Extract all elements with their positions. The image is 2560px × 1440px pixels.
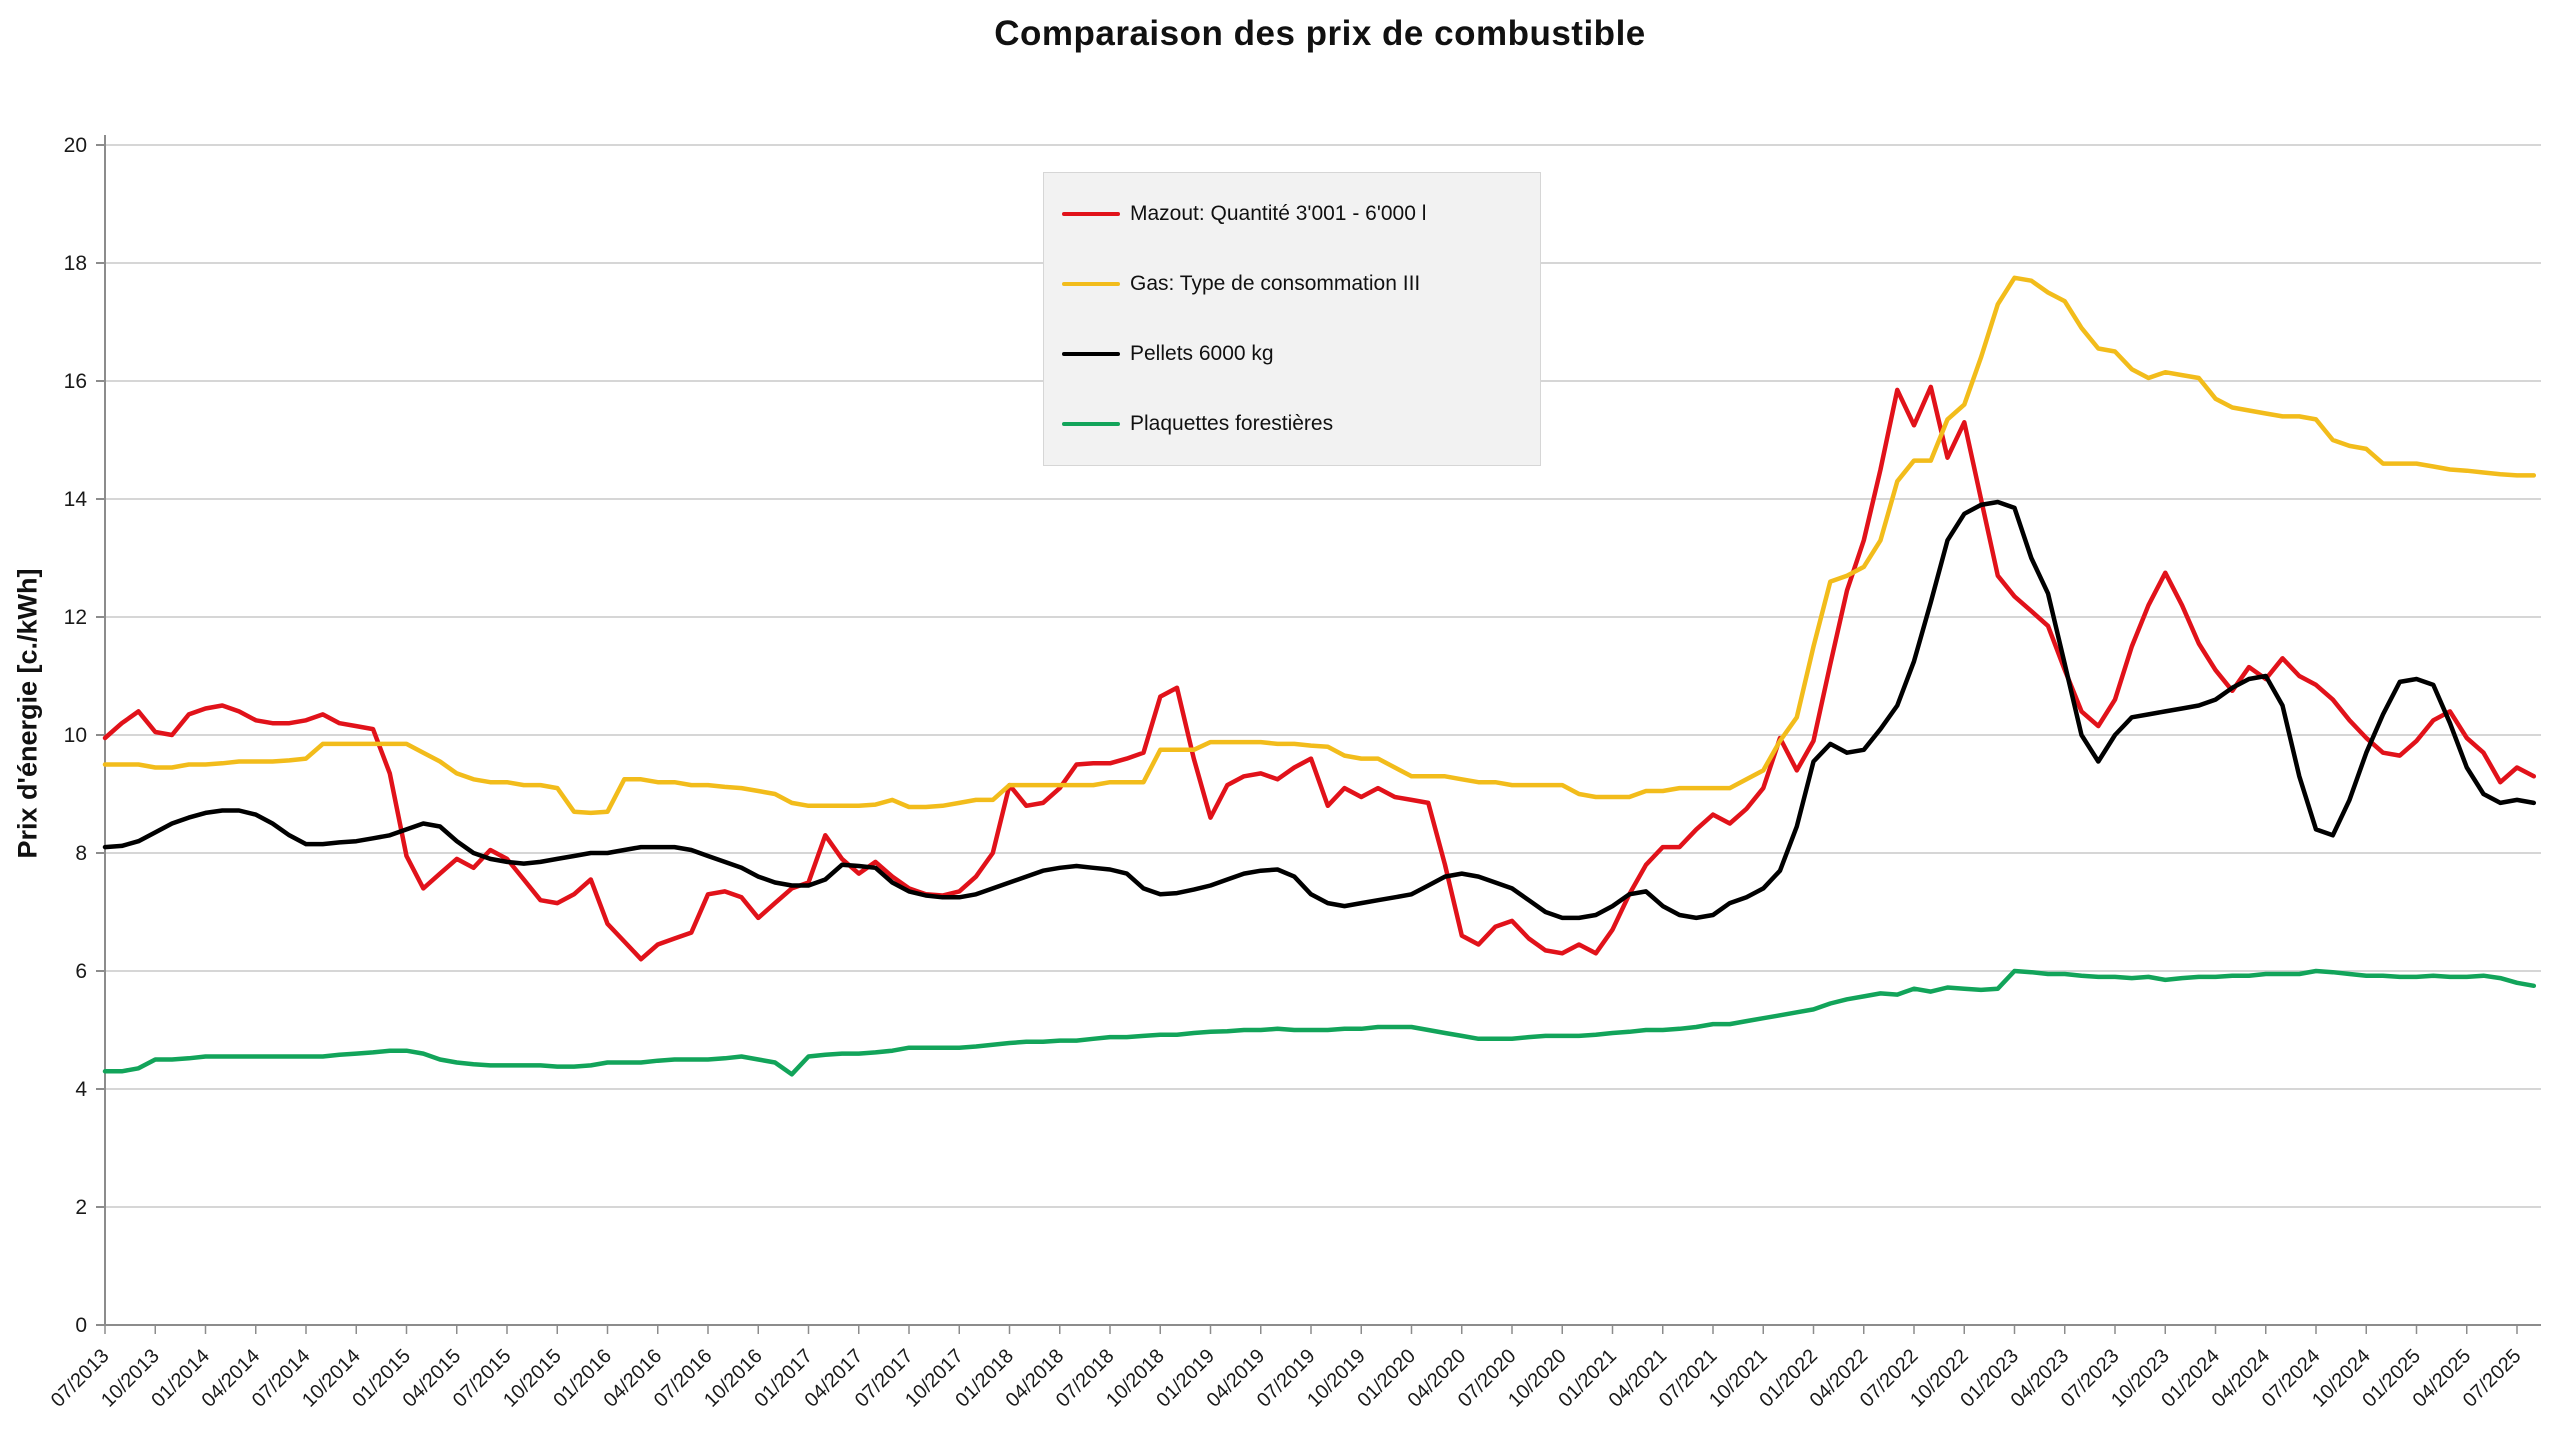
y-tick-label: 10: [64, 724, 87, 747]
chart-title: Comparaison des prix de combustible: [994, 14, 1646, 53]
series-line-gas: [102, 275, 2537, 816]
chart-legend: Mazout: Quantité 3'001 - 6'000 l Gas: Typ…: [1043, 172, 1541, 466]
legend-label: Plaquettes forestières: [1130, 412, 1334, 435]
legend-swatch-icon: [1062, 282, 1120, 286]
legend-swatch-icon: [1062, 352, 1120, 356]
y-tick-label: 8: [75, 842, 87, 865]
legend-item-gas: Gas: Type de consommation III: [1062, 272, 1540, 296]
series-line-pellets: [102, 499, 2537, 921]
legend-label: Gas: Type de consommation III: [1130, 272, 1421, 295]
y-tick-label: 20: [64, 134, 87, 157]
y-tick-label: 2: [75, 1196, 87, 1219]
legend-item-plaquettes: Plaquettes forestières: [1062, 412, 1540, 436]
y-tick-label: 14: [64, 488, 88, 511]
legend-label: Mazout: Quantité 3'001 - 6'000 l: [1130, 202, 1427, 225]
series-line-mazout: [102, 384, 2537, 962]
legend-swatch-icon: [1062, 212, 1120, 216]
y-tick-label: 18: [64, 252, 87, 275]
y-tick-label: 0: [75, 1314, 87, 1337]
legend-swatch-icon: [1062, 422, 1120, 426]
y-tick-label: 12: [64, 606, 87, 629]
y-tick-label: 6: [75, 960, 87, 983]
legend-item-mazout: Mazout: Quantité 3'001 - 6'000 l: [1062, 202, 1540, 226]
y-tick-label: 4: [75, 1078, 87, 1101]
series-line-plaquettes: [102, 968, 2537, 1077]
legend-label: Pellets 6000 kg: [1130, 342, 1274, 365]
legend-item-pellets: Pellets 6000 kg: [1062, 342, 1540, 366]
y-tick-label: 16: [64, 370, 87, 393]
